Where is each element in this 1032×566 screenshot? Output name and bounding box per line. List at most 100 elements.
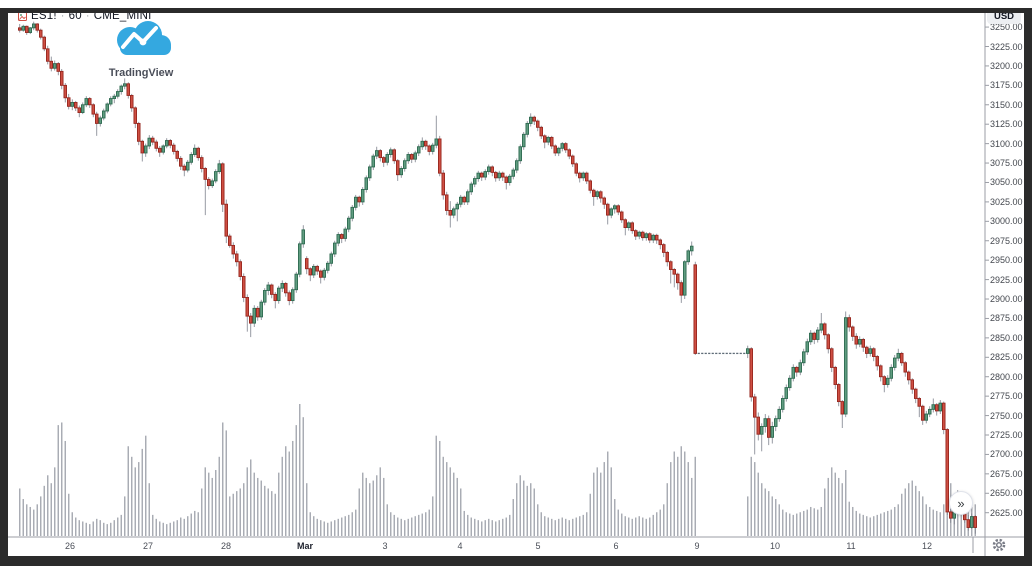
volume-bar [771, 496, 773, 536]
candle-body [175, 150, 179, 159]
candle-up [651, 233, 656, 244]
volume-bar [425, 512, 427, 536]
candle-down [340, 232, 344, 244]
go-to-realtime-button[interactable]: » [949, 491, 973, 515]
candle-body [634, 230, 638, 237]
candle-body [354, 196, 358, 208]
volume-bar [502, 518, 504, 536]
volume-bar [477, 520, 479, 536]
price-tick-label: 2875.00 [990, 313, 1023, 324]
candle-up [788, 375, 792, 391]
candle-body [823, 323, 827, 336]
candle-up [322, 267, 327, 281]
time-tick-label: 4 [457, 541, 463, 551]
currency-badge[interactable]: USD [987, 9, 1021, 24]
settings-gear-icon[interactable] [991, 537, 1007, 553]
candle-down [182, 163, 186, 177]
candle-down [567, 148, 572, 160]
candle-body [392, 149, 397, 162]
candle-up [259, 299, 264, 321]
volume-bar [92, 521, 94, 536]
candle-body [178, 157, 183, 167]
volume-bar [656, 512, 658, 536]
volume-bar [54, 467, 56, 536]
halted-bar-dash [704, 352, 707, 355]
candle-body [620, 211, 624, 221]
volume-bar [187, 516, 189, 536]
candle-down [234, 250, 239, 267]
candles-layer [18, 21, 978, 534]
candle-body [854, 335, 859, 345]
volume-bar [313, 516, 315, 536]
candle-body [532, 116, 537, 122]
candle-up [518, 144, 523, 164]
candle-down [410, 152, 414, 164]
candle-down [830, 347, 834, 373]
candle-up [343, 226, 348, 242]
candle-body [385, 154, 390, 163]
tradingview-logo[interactable]: TradingView [104, 18, 178, 79]
candle-down [175, 149, 179, 162]
candle-down [585, 171, 589, 185]
candle-down [672, 267, 677, 288]
candle-up [217, 159, 221, 174]
volume-bar [456, 477, 458, 536]
candle-down [550, 135, 554, 150]
candle-down [826, 333, 831, 354]
price-tick-label: 3025.00 [990, 196, 1023, 207]
volume-bar [684, 451, 686, 536]
candle-up [858, 336, 862, 348]
volume-bar [495, 521, 497, 536]
volume-bar [309, 512, 311, 536]
volume-bar [880, 513, 882, 536]
candle-down [812, 331, 817, 345]
candle-up [213, 169, 218, 184]
halted-bar-dash [718, 352, 721, 355]
candle-up [511, 167, 516, 180]
candle-up [487, 164, 491, 175]
candle-body [375, 150, 379, 157]
candle-body [241, 276, 246, 298]
candle-up [375, 146, 379, 160]
volume-bar [183, 518, 185, 536]
symbol-title[interactable]: ES1! · 60 · CME_MINI [18, 10, 152, 22]
candle-body [763, 418, 768, 427]
candle-up [924, 410, 929, 424]
candle-up [452, 206, 456, 219]
candle-body [406, 154, 411, 162]
candle-down [623, 218, 628, 236]
candle-up [122, 78, 127, 90]
halted-bar-dash [715, 352, 718, 355]
price-tick-label: 2900.00 [990, 294, 1023, 305]
candle-down [60, 69, 64, 90]
candle-body [809, 332, 813, 343]
volume-bar [278, 472, 280, 536]
volume-bar [659, 509, 661, 536]
candle-up [760, 423, 764, 452]
volume-bar [673, 451, 675, 536]
volume-bar [593, 472, 595, 536]
candle-up [403, 158, 407, 172]
volume-bar [428, 509, 430, 536]
candle-down [42, 35, 47, 52]
candle-down [494, 170, 498, 182]
time-tick-label: 6 [613, 541, 619, 551]
candle-down [63, 83, 68, 103]
volume-bar [806, 509, 808, 536]
candle-body [340, 234, 344, 239]
candle-body [816, 329, 820, 340]
volume-bar [306, 483, 308, 536]
candle-body [522, 133, 526, 148]
halted-bar-dash [711, 352, 714, 355]
candle-up [406, 152, 411, 164]
tradingview-cloud-icon [117, 21, 171, 55]
candle-up [525, 121, 530, 138]
candle-body [539, 126, 544, 137]
volume-bar [813, 508, 815, 536]
candle-body [39, 29, 43, 38]
halted-bar-dash [736, 352, 739, 355]
candle-body [788, 377, 792, 389]
candle-down [427, 144, 432, 156]
volume-bar [78, 520, 80, 536]
